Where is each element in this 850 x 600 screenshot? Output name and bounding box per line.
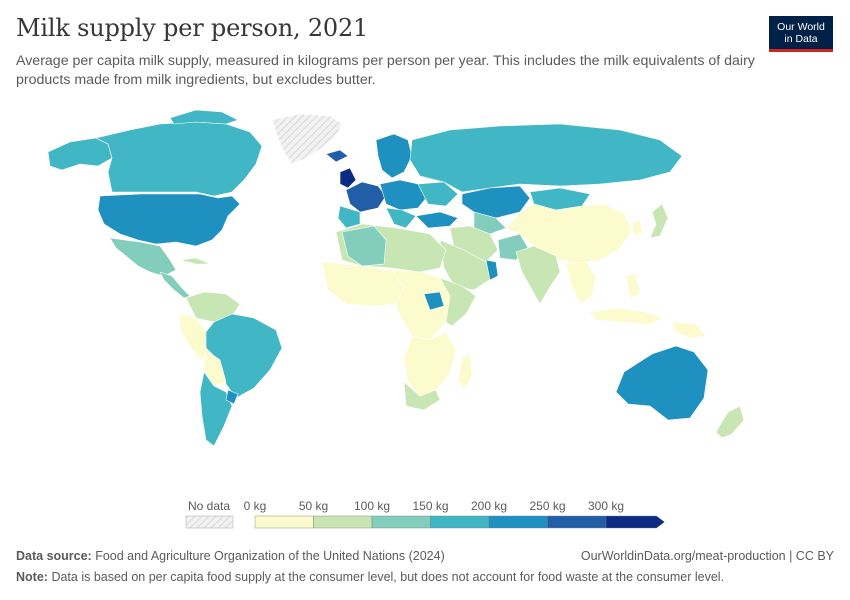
owid-logo[interactable]: Our World in Data: [769, 16, 833, 52]
country-scandinavia[interactable]: [375, 133, 413, 179]
legend-tick-label: 200 kg: [471, 499, 507, 513]
country-australia[interactable]: [615, 345, 709, 421]
legend-tick-label: 50 kg: [299, 499, 328, 513]
country-western-europe[interactable]: [345, 181, 387, 213]
country-algeria[interactable]: [341, 225, 387, 267]
country-southern-africa[interactable]: [403, 331, 457, 397]
footer-source-label: Data source:: [16, 549, 92, 563]
country-iceland[interactable]: [325, 149, 349, 163]
country-usa[interactable]: [97, 193, 241, 247]
legend-bin-1: [313, 515, 373, 529]
country-bolivia[interactable]: [203, 349, 227, 387]
country-southeast-asia[interactable]: [565, 261, 597, 305]
legend-bin-5: [547, 515, 607, 529]
country-central-asia[interactable]: [473, 211, 507, 235]
legend-tick-label: 250 kg: [529, 499, 565, 513]
country-west-africa[interactable]: [321, 261, 405, 307]
legend-no-data-label: No data: [188, 499, 230, 513]
country-uk-ireland[interactable]: [339, 167, 357, 189]
legend-bin-3: [430, 515, 490, 529]
country-indonesia[interactable]: [589, 307, 665, 325]
legend-tick-label: 0 kg: [244, 499, 267, 513]
country-peru[interactable]: [179, 313, 211, 361]
country-india[interactable]: [515, 245, 561, 305]
legend-bin-6: [605, 515, 665, 529]
chart-title: Milk supply per person, 2021: [16, 14, 369, 42]
country-madagascar[interactable]: [457, 353, 473, 391]
country-brazil[interactable]: [205, 313, 283, 399]
country-new-zealand[interactable]: [715, 405, 745, 439]
country-south-africa[interactable]: [403, 381, 441, 411]
country-colombia-venezuela[interactable]: [185, 291, 241, 323]
world-map[interactable]: [0, 100, 850, 500]
country-mexico[interactable]: [109, 237, 177, 277]
logo-line-1: Our World: [777, 21, 825, 33]
logo-line-2: in Data: [784, 33, 818, 45]
country-canada[interactable]: [95, 121, 263, 197]
country-ukraine[interactable]: [417, 181, 459, 207]
country-iberia[interactable]: [337, 205, 361, 229]
footer-note-text: Data is based on per capita food supply …: [51, 570, 725, 584]
legend-tick-label: 150 kg: [412, 499, 448, 513]
country-greenland[interactable]: [271, 113, 343, 165]
country-central-america[interactable]: [159, 271, 191, 299]
country-east-africa[interactable]: [439, 277, 477, 327]
legend-bin-4: [488, 515, 548, 529]
footer-note: Note: Data is based on per capita food s…: [16, 570, 724, 584]
country-arabia[interactable]: [439, 239, 493, 291]
country-usa-alaska[interactable]: [47, 137, 113, 171]
country-cuba[interactable]: [179, 257, 211, 265]
country-papua-new-guinea[interactable]: [671, 321, 707, 339]
legend-bin-2: [371, 515, 431, 529]
chart-subtitle: Average per capita milk supply, measured…: [16, 53, 755, 88]
country-south-sudan[interactable]: [423, 291, 445, 311]
legend-no-data-swatch: [185, 515, 234, 529]
country-italy-balkans[interactable]: [385, 207, 417, 229]
footer-note-label: Note:: [16, 570, 48, 584]
map-legend: No data 0 kg 50 kg 100 kg 150 kg 200 kg 250 k…: [185, 499, 665, 529]
country-turkey[interactable]: [415, 211, 459, 229]
country-japan[interactable]: [649, 203, 669, 239]
country-korea[interactable]: [631, 219, 643, 235]
country-central-europe[interactable]: [379, 179, 429, 211]
country-oman[interactable]: [485, 259, 499, 281]
legend-tick-label: 100 kg: [354, 499, 390, 513]
legend-bin-0: [254, 515, 314, 529]
legend-tick-label: 300 kg: [588, 499, 624, 513]
country-uruguay[interactable]: [225, 389, 239, 405]
country-philippines[interactable]: [625, 273, 641, 299]
footer-source: Data source: Food and Agriculture Organi…: [16, 549, 445, 563]
country-china[interactable]: [505, 203, 633, 265]
footer-url[interactable]: OurWorldinData.org/meat-production | CC …: [580, 549, 834, 563]
footer-source-text[interactable]: Food and Agriculture Organization of the…: [95, 549, 445, 563]
country-canada-islands[interactable]: [169, 109, 239, 125]
country-russia[interactable]: [409, 123, 683, 193]
country-argentina[interactable]: [199, 371, 233, 447]
